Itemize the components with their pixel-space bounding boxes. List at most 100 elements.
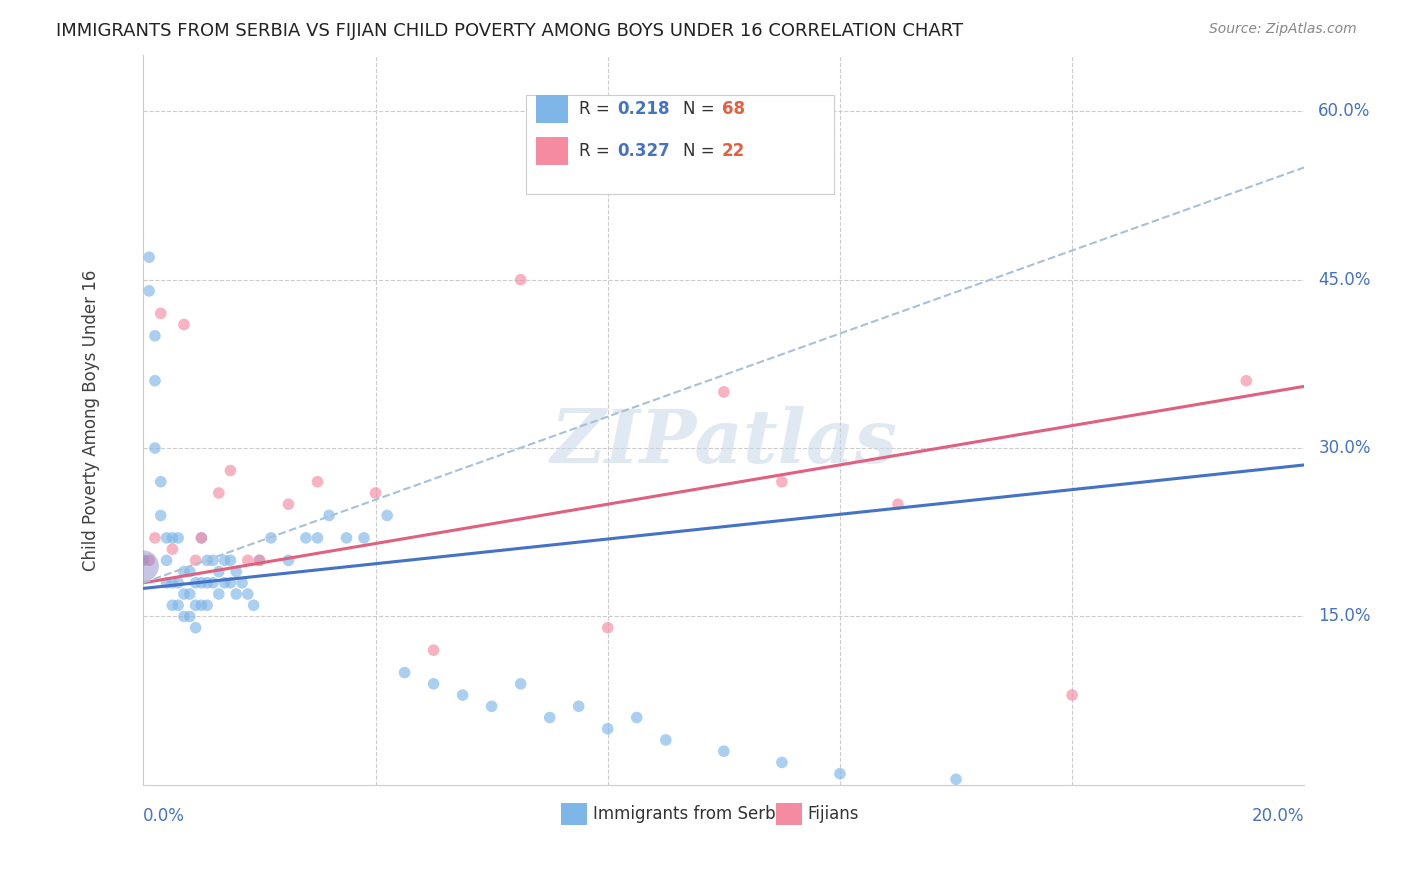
Point <box>596 621 619 635</box>
Point <box>143 441 166 455</box>
Point <box>184 599 207 613</box>
Point <box>225 587 247 601</box>
Text: Immigrants from Serbia: Immigrants from Serbia <box>593 805 790 823</box>
Point <box>167 531 190 545</box>
Point <box>208 486 231 500</box>
Point <box>208 587 231 601</box>
Point <box>143 328 166 343</box>
Text: N =: N = <box>683 100 720 118</box>
Text: ZIPatlas: ZIPatlas <box>550 406 897 478</box>
Point <box>626 710 648 724</box>
Bar <box>776 803 801 825</box>
Point <box>242 599 264 613</box>
Point <box>318 508 340 523</box>
Point <box>162 599 184 613</box>
Point <box>179 609 201 624</box>
Point <box>481 699 503 714</box>
Point <box>509 677 531 691</box>
Text: Fijians: Fijians <box>807 805 859 823</box>
Text: R =: R = <box>579 142 614 160</box>
Point <box>225 565 247 579</box>
Point <box>143 531 166 545</box>
Point <box>201 575 224 590</box>
Text: 0.218: 0.218 <box>617 100 669 118</box>
Bar <box>536 95 568 123</box>
Point <box>713 384 735 399</box>
Point <box>173 609 195 624</box>
Point <box>568 699 591 714</box>
Point <box>353 531 375 545</box>
Point <box>295 531 318 545</box>
Point <box>394 665 416 680</box>
Point <box>190 575 212 590</box>
Point <box>138 284 160 298</box>
Point <box>249 553 271 567</box>
Point <box>173 318 195 332</box>
Point <box>214 575 236 590</box>
Point <box>236 553 259 567</box>
Point <box>132 553 155 567</box>
Text: 30.0%: 30.0% <box>1319 439 1371 457</box>
Point <box>422 677 444 691</box>
Point <box>655 733 678 747</box>
Bar <box>536 136 568 165</box>
Point <box>375 508 398 523</box>
Point <box>195 599 218 613</box>
Point <box>195 553 218 567</box>
Point <box>231 575 253 590</box>
Point <box>451 688 474 702</box>
Point <box>201 553 224 567</box>
Point <box>335 531 357 545</box>
Point <box>149 508 172 523</box>
Point <box>260 531 283 545</box>
Point <box>162 542 184 557</box>
Point <box>596 722 619 736</box>
Point <box>770 475 793 489</box>
Text: 20.0%: 20.0% <box>1251 806 1305 825</box>
Point <box>219 575 242 590</box>
Text: 0.327: 0.327 <box>617 142 669 160</box>
Point <box>364 486 387 500</box>
Point <box>307 475 329 489</box>
Point <box>132 558 155 573</box>
Text: 45.0%: 45.0% <box>1319 270 1371 289</box>
Point <box>828 766 851 780</box>
Point <box>162 575 184 590</box>
Text: 68: 68 <box>721 100 745 118</box>
Point <box>155 531 177 545</box>
Point <box>179 565 201 579</box>
Point <box>179 587 201 601</box>
Point <box>277 497 299 511</box>
Point <box>249 553 271 567</box>
Text: 22: 22 <box>721 142 745 160</box>
Point <box>1062 688 1084 702</box>
Point <box>195 575 218 590</box>
Text: 15.0%: 15.0% <box>1319 607 1371 625</box>
FancyBboxPatch shape <box>526 95 834 194</box>
Point <box>155 575 177 590</box>
Point <box>713 744 735 758</box>
Point <box>1234 374 1257 388</box>
Text: 0.0%: 0.0% <box>143 806 186 825</box>
Point <box>167 599 190 613</box>
Point <box>138 250 160 264</box>
Point <box>184 621 207 635</box>
Text: R =: R = <box>579 100 614 118</box>
Point <box>184 553 207 567</box>
Point <box>149 475 172 489</box>
Text: N =: N = <box>683 142 720 160</box>
Text: 60.0%: 60.0% <box>1319 103 1371 120</box>
Point <box>770 756 793 770</box>
Bar <box>561 803 586 825</box>
Point <box>277 553 299 567</box>
Point <box>173 565 195 579</box>
Point <box>236 587 259 601</box>
Text: IMMIGRANTS FROM SERBIA VS FIJIAN CHILD POVERTY AMONG BOYS UNDER 16 CORRELATION C: IMMIGRANTS FROM SERBIA VS FIJIAN CHILD P… <box>56 22 963 40</box>
Point <box>184 575 207 590</box>
Point <box>149 306 172 320</box>
Point <box>167 575 190 590</box>
Point <box>143 374 166 388</box>
Text: Source: ZipAtlas.com: Source: ZipAtlas.com <box>1209 22 1357 37</box>
Point <box>173 587 195 601</box>
Point <box>214 553 236 567</box>
